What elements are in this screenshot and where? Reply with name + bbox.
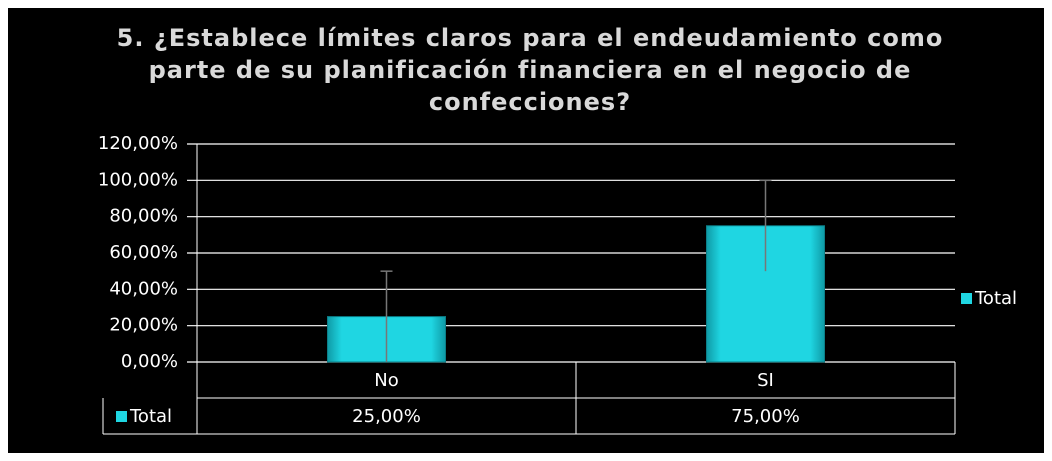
legend-key — [961, 293, 972, 304]
y-tick-label: 120,00% — [98, 133, 178, 154]
x-tick-label: SI — [757, 370, 774, 391]
table-value: 75,00% — [731, 406, 800, 427]
chart-area — [8, 8, 1044, 453]
table-row-header: Total — [129, 406, 172, 427]
y-tick-label: 60,00% — [109, 242, 178, 263]
y-tick-label: 20,00% — [109, 315, 178, 336]
chart-title: 5. ¿Establece límites claros para el end… — [116, 24, 944, 116]
table-legend-key — [116, 411, 127, 422]
x-tick-label: No — [374, 370, 398, 391]
y-tick-label: 80,00% — [109, 206, 178, 227]
y-tick-label: 40,00% — [109, 278, 178, 299]
table-value: 25,00% — [352, 406, 421, 427]
y-tick-label: 0,00% — [121, 351, 178, 372]
legend-label: Total — [974, 288, 1017, 309]
y-tick-label: 100,00% — [98, 169, 178, 190]
